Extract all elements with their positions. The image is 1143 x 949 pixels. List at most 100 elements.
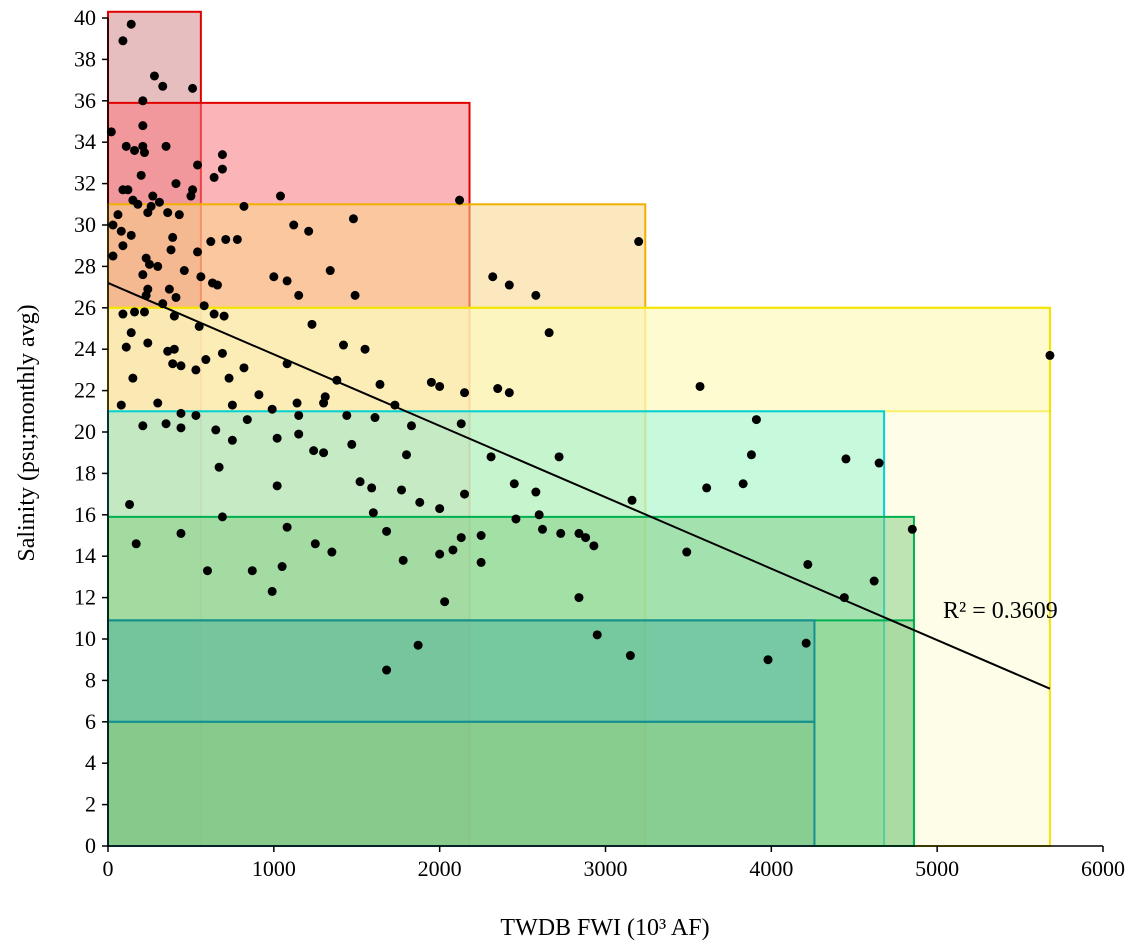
data-point [273, 434, 282, 443]
data-point [201, 355, 210, 364]
data-point [218, 349, 227, 358]
data-point [356, 477, 365, 486]
data-point [276, 192, 285, 201]
data-point [196, 272, 205, 281]
data-point [176, 409, 185, 418]
data-point [193, 247, 202, 256]
data-point [228, 401, 237, 410]
data-point [342, 411, 351, 420]
data-point [505, 281, 514, 290]
data-point [455, 196, 464, 205]
data-point [140, 148, 149, 157]
data-point [511, 514, 520, 523]
data-point [399, 556, 408, 565]
data-point [283, 359, 292, 368]
data-point [138, 121, 147, 130]
data-point [176, 529, 185, 538]
data-point [311, 539, 320, 548]
y-tick-label: 36 [74, 88, 96, 113]
data-point [218, 150, 227, 159]
x-axis-title: TWDB FWI (10³ AF) [500, 915, 709, 941]
data-point [294, 291, 303, 300]
data-point [294, 411, 303, 420]
data-point [875, 459, 884, 468]
data-point [113, 210, 122, 219]
data-point [493, 384, 502, 393]
data-point [108, 221, 117, 230]
data-point [339, 341, 348, 350]
data-point [128, 374, 137, 383]
data-point [268, 587, 277, 596]
x-tick-label: 1000 [252, 856, 296, 881]
data-point [122, 343, 131, 352]
data-point [176, 361, 185, 370]
y-tick-label: 26 [74, 295, 96, 320]
data-point [696, 382, 705, 391]
data-point [163, 208, 172, 217]
data-point [347, 440, 356, 449]
data-point [148, 192, 157, 201]
data-point [370, 413, 379, 422]
data-point [117, 401, 126, 410]
data-point [138, 96, 147, 105]
data-point [361, 345, 370, 354]
data-point [535, 510, 544, 519]
data-point [158, 82, 167, 91]
data-point [195, 322, 204, 331]
data-point [268, 405, 277, 414]
data-point [556, 529, 565, 538]
data-point [414, 641, 423, 650]
x-tick-label: 6000 [1081, 856, 1125, 881]
data-point [531, 291, 540, 300]
range-rectangle-10 [108, 722, 814, 846]
data-point [407, 421, 416, 430]
data-point [171, 293, 180, 302]
data-point [269, 272, 278, 281]
data-point [162, 142, 171, 151]
x-tick-label: 0 [103, 856, 114, 881]
data-point [803, 560, 812, 569]
data-point [142, 291, 151, 300]
data-point [278, 562, 287, 571]
y-tick-label: 2 [85, 792, 96, 817]
data-point [307, 320, 316, 329]
data-point [171, 179, 180, 188]
data-point [221, 235, 230, 244]
data-point [545, 328, 554, 337]
data-point [349, 214, 358, 223]
data-point [143, 338, 152, 347]
data-point [435, 550, 444, 559]
data-point [176, 423, 185, 432]
data-point [218, 512, 227, 521]
data-point [840, 593, 849, 602]
data-point [168, 359, 177, 368]
data-point [332, 376, 341, 385]
data-point [254, 390, 263, 399]
data-point [108, 252, 117, 261]
y-tick-label: 18 [74, 460, 96, 485]
data-point [211, 425, 220, 434]
data-point [841, 454, 850, 463]
y-tick-label: 4 [85, 750, 96, 775]
data-point [163, 347, 172, 356]
data-point [210, 310, 219, 319]
data-point [118, 241, 127, 250]
y-tick-label: 38 [74, 46, 96, 71]
data-point [225, 374, 234, 383]
y-tick-label: 16 [74, 502, 96, 527]
data-point [326, 266, 335, 275]
y-tick-label: 0 [85, 833, 96, 858]
data-point [427, 378, 436, 387]
data-point [375, 380, 384, 389]
data-point [191, 411, 200, 420]
data-point [739, 479, 748, 488]
data-point [1045, 351, 1054, 360]
data-point [448, 545, 457, 554]
data-point [294, 430, 303, 439]
data-point [210, 173, 219, 182]
data-point [488, 272, 497, 281]
data-point [382, 527, 391, 536]
y-tick-label: 8 [85, 667, 96, 692]
data-point [327, 548, 336, 557]
